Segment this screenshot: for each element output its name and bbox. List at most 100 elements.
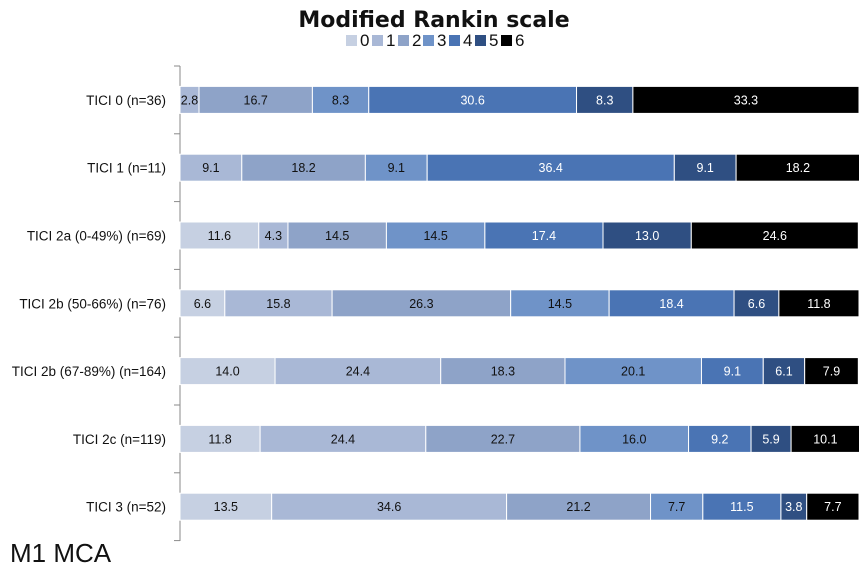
bar-segment-mrs-6: [806, 492, 859, 521]
bar-segment-mrs-2: [198, 85, 313, 114]
category-label: TICI 2c (n=119): [73, 432, 166, 447]
bar-segment-mrs-4: [484, 221, 604, 250]
bar-segment-mrs-6: [632, 85, 859, 114]
data-label-mrs-6: 7.7: [824, 500, 841, 514]
data-label-mrs-1: 9.1: [202, 161, 219, 175]
category-label: TICI 0 (n=36): [86, 93, 166, 108]
data-label-mrs-3: 20.1: [621, 365, 645, 379]
data-label-mrs-4: 30.6: [460, 93, 484, 107]
data-label-mrs-2: 21.2: [566, 500, 590, 514]
bar-segment-mrs-0: [179, 357, 276, 386]
bar-segment-mrs-4: [702, 492, 782, 521]
bar-segment-mrs-3: [385, 221, 486, 250]
data-label-mrs-2: 26.3: [409, 297, 433, 311]
data-label-mrs-1: 34.6: [377, 500, 401, 514]
category-label: TICI 2b (67-89%) (n=164): [12, 364, 166, 379]
data-label-mrs-6: 33.3: [734, 93, 758, 107]
bar-segment-mrs-4: [426, 153, 675, 182]
bar-segment-mrs-6: [790, 424, 859, 453]
data-label-mrs-3: 9.1: [388, 161, 405, 175]
data-label-mrs-5: 6.6: [748, 297, 765, 311]
legend-swatch-4: [449, 35, 460, 46]
data-label-mrs-6: 11.8: [807, 297, 830, 311]
data-label-mrs-2: 22.7: [491, 432, 515, 446]
legend-swatch-2: [398, 35, 409, 46]
bars: 0.02.816.78.330.68.333.30.09.118.29.136.…: [179, 85, 859, 521]
data-label-mrs-4: 9.1: [724, 365, 741, 379]
bar-segment-mrs-5: [780, 492, 808, 521]
legend-label-2: 2: [412, 31, 421, 50]
data-label-mrs-3: 14.5: [423, 229, 447, 243]
data-label-mrs-4: 9.2: [711, 432, 728, 446]
bar-segment-mrs-3: [650, 492, 704, 521]
bar-segment-mrs-3: [564, 357, 702, 386]
category-label: TICI 2a (0-49%) (n=69): [27, 229, 166, 244]
data-label-mrs-2: 18.3: [491, 365, 515, 379]
legend-label-3: 3: [437, 31, 446, 50]
data-label-mrs-1: 24.4: [331, 432, 355, 446]
category-label: TICI 3 (n=52): [86, 500, 166, 515]
data-label-mrs-4: 36.4: [539, 161, 563, 175]
legend-swatch-1: [372, 35, 383, 46]
bar-segment-mrs-4: [368, 85, 578, 114]
data-label-mrs-3: 8.3: [332, 93, 349, 107]
legend-label-5: 5: [489, 31, 498, 50]
data-label-mrs-3: 16.0: [622, 432, 646, 446]
y-axis-ticks: [174, 65, 180, 542]
data-label-mrs-6: 7.9: [823, 365, 840, 379]
bar-segment-mrs-1: [274, 357, 442, 386]
bar-segment-mrs-2: [425, 424, 581, 453]
data-label-mrs-6: 24.6: [763, 229, 787, 243]
bar-segment-mrs-5: [733, 289, 780, 318]
data-label-mrs-4: 17.4: [532, 229, 556, 243]
data-label-mrs-2: 16.7: [244, 93, 268, 107]
bar-segment-mrs-6: [778, 289, 859, 318]
data-label-mrs-1: 15.8: [266, 297, 290, 311]
bar-segment-mrs-6: [690, 221, 859, 250]
data-label-mrs-3: 14.5: [548, 297, 572, 311]
legend-swatch-5: [475, 35, 486, 46]
legend-label-4: 4: [463, 31, 472, 50]
bar-segment-mrs-1: [271, 492, 508, 521]
data-label-mrs-5: 13.0: [635, 229, 659, 243]
data-label-mrs-5: 9.1: [697, 161, 714, 175]
data-label-mrs-6: 18.2: [786, 161, 810, 175]
legend-label-1: 1: [386, 31, 395, 50]
bar-segment-mrs-2: [331, 289, 512, 318]
data-label-mrs-4: 18.4: [659, 297, 683, 311]
data-label-mrs-0: 13.5: [214, 500, 238, 514]
bar-segment-mrs-2: [440, 357, 566, 386]
data-label-mrs-3: 7.7: [668, 500, 685, 514]
legend-swatch-0: [346, 35, 357, 46]
bar-segment-mrs-3: [510, 289, 610, 318]
bar-segment-mrs-0: [179, 221, 260, 250]
bar-segment-mrs-6: [804, 357, 859, 386]
bar-segment-mrs-5: [750, 424, 792, 453]
data-label-mrs-4: 11.5: [730, 500, 753, 514]
bar-segment-mrs-1: [259, 424, 427, 453]
bar-segment-mrs-0: [179, 424, 261, 453]
data-label-mrs-0: 11.8: [208, 432, 231, 446]
bar-segment-mrs-3: [364, 153, 428, 182]
bar-segment-mrs-5: [762, 357, 806, 386]
legend-label-6: 6: [515, 31, 524, 50]
category-label: TICI 1 (n=11): [87, 161, 166, 176]
data-label-mrs-0: 6.6: [194, 297, 211, 311]
data-label-mrs-0: 14.0: [215, 365, 239, 379]
bar-segment-mrs-3: [579, 424, 690, 453]
data-label-mrs-5: 8.3: [596, 93, 613, 107]
legend-label-0: 0: [360, 31, 369, 50]
data-label-mrs-2: 14.5: [325, 229, 349, 243]
category-label: TICI 2b (50-66%) (n=76): [19, 296, 166, 311]
data-label-mrs-5: 5.9: [762, 432, 779, 446]
category-labels: TICI 0 (n=36) TICI 1 (n=11) TICI 2a (0-49%…: [12, 93, 166, 515]
bar-segment-mrs-2: [241, 153, 366, 182]
data-label-mrs-1: 2.8: [181, 93, 198, 107]
legend-swatch-6: [501, 35, 512, 46]
data-label-mrs-1: 4.3: [265, 229, 282, 243]
data-label-mrs-5: 3.8: [785, 500, 802, 514]
bar-segment-mrs-1: [179, 153, 243, 182]
bar-segment-mrs-0: [179, 492, 273, 521]
data-label-mrs-2: 18.2: [291, 161, 315, 175]
